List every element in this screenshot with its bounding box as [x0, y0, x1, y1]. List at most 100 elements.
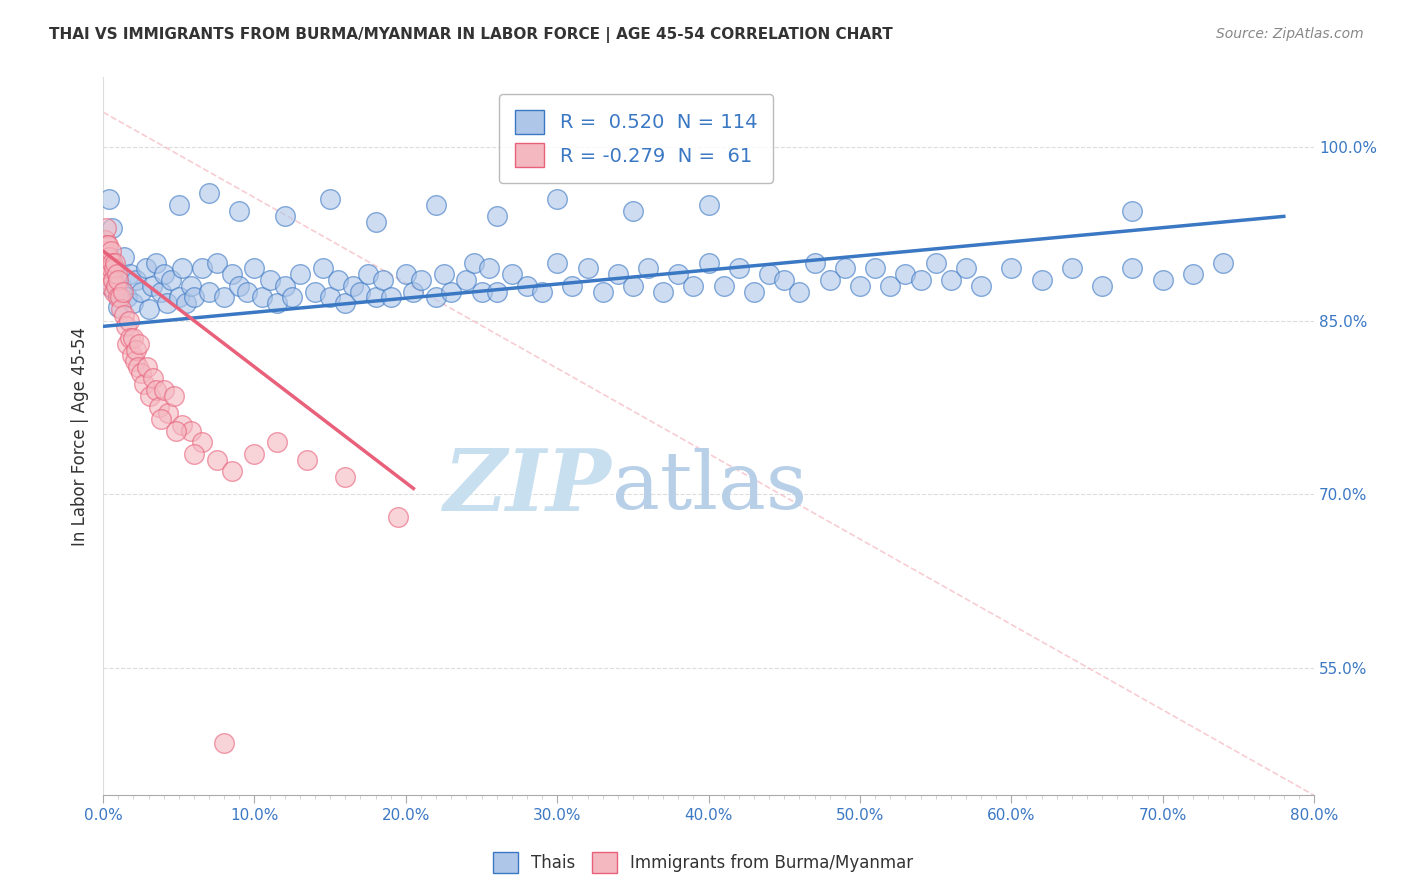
Point	[107, 273, 129, 287]
Point	[98, 250, 121, 264]
Point	[478, 261, 501, 276]
Point	[94, 233, 117, 247]
Point	[357, 267, 380, 281]
Point	[138, 301, 160, 316]
Point	[104, 255, 127, 269]
Point	[349, 285, 371, 299]
Point	[311, 261, 333, 276]
Point	[546, 192, 568, 206]
Point	[160, 273, 183, 287]
Point	[250, 290, 273, 304]
Point	[274, 278, 297, 293]
Point	[456, 273, 478, 287]
Point	[1121, 203, 1143, 218]
Point	[326, 273, 349, 287]
Point	[127, 359, 149, 374]
Point	[180, 424, 202, 438]
Point	[1181, 267, 1204, 281]
Point	[259, 273, 281, 287]
Point	[402, 285, 425, 299]
Point	[101, 281, 124, 295]
Point	[1212, 255, 1234, 269]
Point	[373, 273, 395, 287]
Point	[108, 290, 131, 304]
Point	[319, 192, 342, 206]
Point	[101, 273, 124, 287]
Point	[97, 238, 120, 252]
Point	[666, 267, 689, 281]
Point	[97, 273, 120, 287]
Point	[364, 290, 387, 304]
Point	[183, 290, 205, 304]
Point	[149, 412, 172, 426]
Point	[433, 267, 456, 281]
Point	[485, 210, 508, 224]
Point	[243, 447, 266, 461]
Point	[97, 273, 120, 287]
Point	[112, 250, 135, 264]
Point	[380, 290, 402, 304]
Point	[470, 285, 492, 299]
Text: ZIP: ZIP	[444, 445, 612, 528]
Point	[98, 278, 121, 293]
Point	[297, 452, 319, 467]
Point	[103, 285, 125, 299]
Point	[183, 447, 205, 461]
Point	[190, 261, 212, 276]
Point	[100, 261, 122, 276]
Point	[145, 383, 167, 397]
Point	[409, 273, 432, 287]
Point	[266, 296, 288, 310]
Point	[697, 198, 720, 212]
Point	[939, 273, 962, 287]
Point	[125, 273, 148, 287]
Point	[789, 285, 811, 299]
Point	[1121, 261, 1143, 276]
Point	[236, 285, 259, 299]
Point	[728, 261, 751, 276]
Point	[110, 278, 132, 293]
Point	[621, 203, 644, 218]
Point	[266, 435, 288, 450]
Point	[176, 296, 198, 310]
Point	[228, 278, 250, 293]
Point	[849, 278, 872, 293]
Point	[212, 290, 235, 304]
Point	[773, 273, 796, 287]
Point	[105, 278, 128, 293]
Point	[101, 221, 124, 235]
Point	[117, 290, 139, 304]
Point	[105, 267, 128, 281]
Point	[758, 267, 780, 281]
Point	[803, 255, 825, 269]
Point	[955, 261, 977, 276]
Point	[134, 261, 156, 276]
Point	[863, 261, 886, 276]
Legend: R =  0.520  N = 114, R = -0.279  N =  61: R = 0.520 N = 114, R = -0.279 N = 61	[499, 95, 773, 183]
Text: atlas: atlas	[612, 448, 807, 525]
Point	[335, 296, 357, 310]
Point	[713, 278, 735, 293]
Point	[440, 285, 463, 299]
Legend: Thais, Immigrants from Burma/Myanmar: Thais, Immigrants from Burma/Myanmar	[486, 846, 920, 880]
Point	[114, 319, 136, 334]
Point	[93, 250, 115, 264]
Point	[463, 255, 485, 269]
Point	[100, 244, 122, 259]
Point	[910, 273, 932, 287]
Point	[94, 244, 117, 259]
Point	[243, 261, 266, 276]
Point	[637, 261, 659, 276]
Point	[682, 278, 704, 293]
Point	[561, 278, 583, 293]
Point	[387, 510, 409, 524]
Point	[142, 371, 165, 385]
Point	[281, 290, 304, 304]
Point	[818, 273, 841, 287]
Y-axis label: In Labor Force | Age 45-54: In Labor Force | Age 45-54	[72, 326, 89, 546]
Point	[167, 198, 190, 212]
Point	[606, 267, 628, 281]
Point	[546, 255, 568, 269]
Point	[742, 285, 765, 299]
Point	[157, 406, 180, 420]
